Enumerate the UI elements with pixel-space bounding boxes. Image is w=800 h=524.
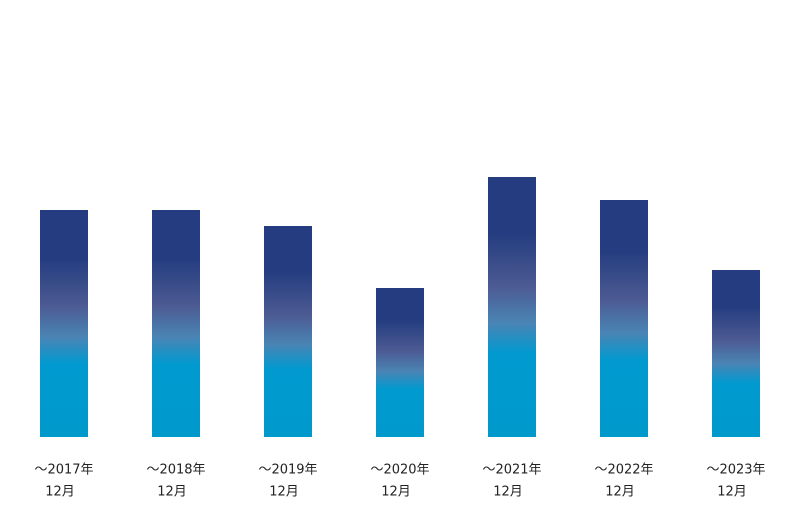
x-tick-label: ～2018年 [146, 463, 205, 478]
x-tick-label: ～2017年 [34, 463, 93, 478]
x-tick-label: 12月 [45, 485, 75, 500]
x-tick-label: 12月 [269, 485, 299, 500]
x-tick-label: 12月 [493, 485, 523, 500]
x-tick-label: 12月 [381, 485, 411, 500]
bar [600, 200, 648, 437]
x-tick-label: ～2020年 [370, 463, 429, 478]
x-tick-label: 12月 [717, 485, 747, 500]
x-tick-label: 12月 [605, 485, 635, 500]
bar [376, 288, 424, 437]
bar [264, 226, 312, 437]
bar [40, 210, 88, 437]
x-tick-label: ～2022年 [594, 463, 653, 478]
x-tick-label: ～2019年 [258, 463, 317, 478]
bar [152, 210, 200, 437]
x-tick-label: ～2023年 [706, 463, 765, 478]
bar [712, 270, 760, 437]
bar [488, 177, 536, 437]
x-tick-label: ～2021年 [482, 463, 541, 478]
x-tick-label: 12月 [157, 485, 187, 500]
